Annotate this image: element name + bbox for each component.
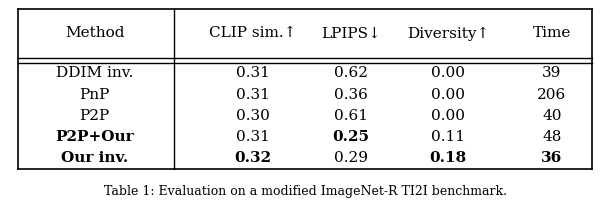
Text: 0.11: 0.11 — [431, 130, 465, 144]
Text: 0.29: 0.29 — [334, 151, 368, 165]
Text: LPIPS↓: LPIPS↓ — [321, 27, 381, 40]
Text: 0.25: 0.25 — [332, 130, 369, 144]
Text: CLIP sim.↑: CLIP sim.↑ — [209, 27, 297, 40]
Text: 0.32: 0.32 — [235, 151, 271, 165]
Text: 39: 39 — [542, 67, 562, 80]
Text: 0.61: 0.61 — [334, 109, 368, 123]
Text: 0.36: 0.36 — [334, 88, 368, 102]
Text: P2P: P2P — [79, 109, 110, 123]
Text: 0.62: 0.62 — [334, 67, 368, 80]
Text: Time: Time — [533, 27, 571, 40]
Text: 0.31: 0.31 — [236, 67, 270, 80]
Text: Our inv.: Our inv. — [61, 151, 128, 165]
Text: Table 1: Evaluation on a modified ImageNet-R TI2I benchmark.: Table 1: Evaluation on a modified ImageN… — [104, 185, 506, 198]
Text: 0.18: 0.18 — [429, 151, 467, 165]
Text: 0.00: 0.00 — [431, 67, 465, 80]
Text: PnP: PnP — [79, 88, 110, 102]
Text: 0.30: 0.30 — [236, 109, 270, 123]
Text: 0.31: 0.31 — [236, 88, 270, 102]
Text: 48: 48 — [542, 130, 562, 144]
Text: 206: 206 — [537, 88, 567, 102]
Text: 0.00: 0.00 — [431, 109, 465, 123]
Text: 0.00: 0.00 — [431, 88, 465, 102]
Text: 36: 36 — [542, 151, 562, 165]
Text: Method: Method — [65, 27, 124, 40]
Text: DDIM inv.: DDIM inv. — [56, 67, 133, 80]
Text: 40: 40 — [542, 109, 562, 123]
Text: P2P+Our: P2P+Our — [56, 130, 134, 144]
Text: 0.31: 0.31 — [236, 130, 270, 144]
Text: Diversity↑: Diversity↑ — [407, 26, 489, 41]
